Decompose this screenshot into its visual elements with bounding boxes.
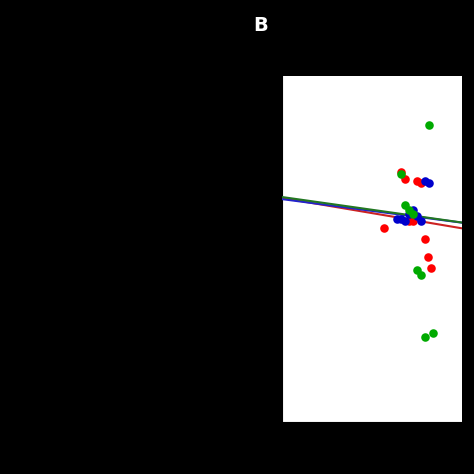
X-axis label: Mater: Mater [345,449,400,467]
Point [401,175,409,182]
Point [409,210,417,218]
Point [424,253,431,260]
Point [405,206,413,214]
Point [397,168,404,176]
Point [409,217,417,225]
Point [426,179,433,187]
Y-axis label: Fetal cerebellar-insular FC: Fetal cerebellar-insular FC [231,167,244,330]
Point [418,271,425,278]
Point [413,213,421,220]
Point [427,264,435,272]
Point [421,333,429,341]
Point [430,329,438,337]
Point [413,266,421,274]
Point [381,224,388,231]
Point [418,179,425,187]
Point [397,215,404,222]
Point [421,235,429,243]
Point [413,177,421,184]
Text: B: B [254,16,268,35]
Point [405,210,413,218]
Point [409,206,417,214]
Point [393,215,401,222]
Point [405,217,413,225]
Point [418,217,425,225]
Point [397,170,404,178]
Point [401,217,409,225]
Point [421,177,429,184]
Point [426,121,433,129]
Point [401,201,409,209]
